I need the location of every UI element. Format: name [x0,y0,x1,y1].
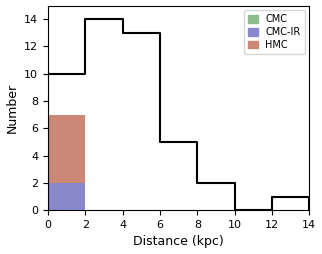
Bar [48,183,85,210]
X-axis label: Distance (kpc): Distance (kpc) [133,235,224,248]
Y-axis label: Number: Number [5,83,19,133]
Bar [48,115,85,183]
Legend: CMC, CMC-IR, HMC: CMC, CMC-IR, HMC [244,10,305,54]
